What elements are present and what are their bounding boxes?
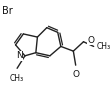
- Text: Br: Br: [2, 6, 12, 16]
- Text: N: N: [16, 51, 22, 60]
- Text: O: O: [72, 70, 79, 79]
- Text: CH₃: CH₃: [10, 74, 24, 83]
- Text: O: O: [87, 36, 94, 45]
- Text: CH₃: CH₃: [96, 42, 110, 51]
